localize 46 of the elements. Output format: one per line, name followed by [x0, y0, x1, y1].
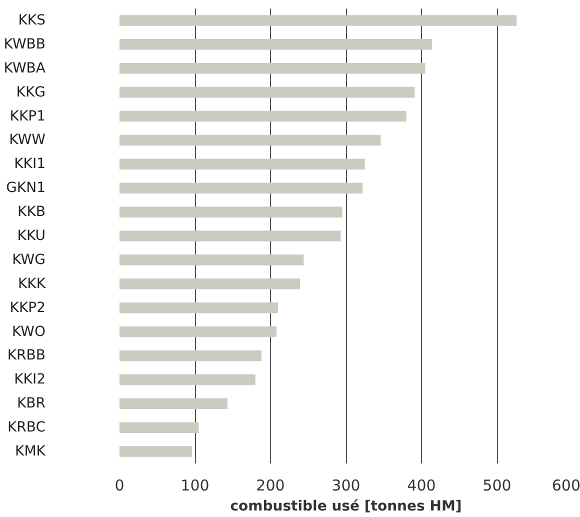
y-tick-label: KRBC [7, 420, 46, 436]
bar [120, 134, 381, 146]
y-tick-label: KKP2 [10, 300, 46, 316]
bar [120, 15, 517, 26]
y-tick-label: KRBB [7, 348, 46, 364]
bar [120, 350, 262, 362]
x-tick-label: 100 [180, 476, 210, 494]
bar [120, 374, 256, 386]
y-tick-label: KKB [18, 204, 46, 220]
y-tick-label: KKP1 [10, 108, 46, 124]
bar [120, 326, 277, 338]
bar [120, 230, 341, 242]
x-axis-title: combustible usé [tonnes HM] [230, 498, 462, 514]
bar [120, 446, 192, 457]
bar [120, 39, 432, 50]
bar [120, 254, 304, 266]
y-tick-label: KWBA [4, 60, 46, 76]
y-tick-label: KWW [9, 132, 46, 148]
bar [120, 278, 300, 290]
bar [120, 422, 199, 433]
y-tick-label: KKI2 [14, 372, 46, 388]
bar [120, 158, 365, 170]
x-tick-label: 0 [114, 476, 124, 494]
y-tick-label: KWBB [4, 36, 46, 52]
bar [120, 86, 415, 98]
x-tick-label: 600 [552, 476, 580, 494]
bar [120, 62, 426, 74]
y-tick-label: KWG [12, 252, 46, 268]
bar [120, 110, 406, 122]
bar [120, 206, 342, 218]
bar [120, 182, 363, 194]
y-tick-label: KMK [15, 444, 46, 460]
bar [120, 302, 278, 314]
x-tick-label: 200 [256, 476, 285, 494]
y-tick-label: KKG [16, 84, 46, 100]
x-tick-label: 300 [332, 476, 360, 494]
y-tick-label: KBR [16, 396, 46, 412]
y-tick-label: KKU [17, 228, 46, 244]
x-tick-label: 400 [407, 476, 436, 494]
bar [120, 398, 228, 410]
y-tick-label: KWO [12, 324, 46, 340]
y-tick-label: KKI1 [14, 156, 46, 172]
y-tick-label: KKK [18, 276, 46, 292]
y-tick-label: GKN1 [6, 180, 46, 196]
x-tick-label: 500 [482, 476, 512, 494]
y-tick-label: KKS [18, 12, 46, 28]
